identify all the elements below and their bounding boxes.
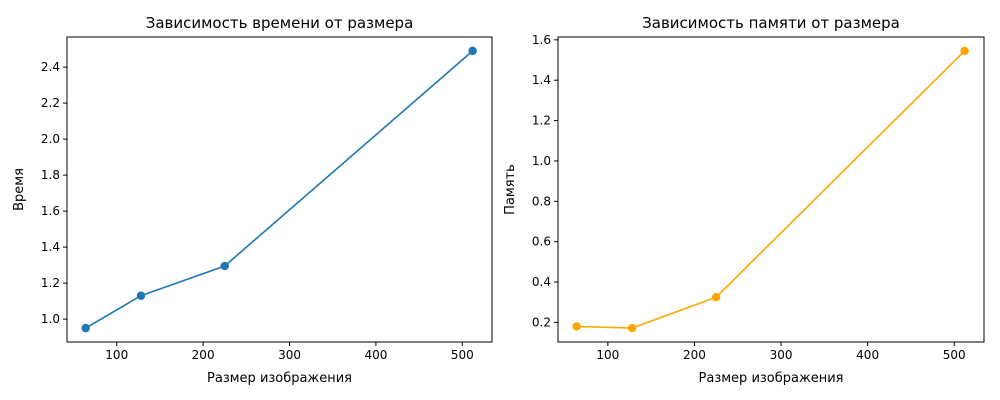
y-tick-label: 0.6: [532, 235, 551, 249]
x-tick-label: 300: [770, 348, 793, 362]
data-point: [711, 292, 721, 302]
chart-time-vs-size: Зависимость времени от размера Размер изо…: [12, 14, 493, 386]
y-tick-label: 1.6: [532, 33, 551, 47]
y-tick-label: 1.0: [41, 312, 60, 326]
y-tick-label: 2.2: [41, 96, 60, 110]
data-point: [136, 291, 146, 300]
y-axis-label: Память: [503, 164, 518, 215]
y-tick-label: 1.2: [41, 276, 60, 290]
x-tick-label: 100: [596, 348, 619, 362]
series-line: [85, 50, 474, 329]
data-point: [627, 323, 637, 333]
y-tick-label: 1.8: [41, 168, 60, 182]
y-tick-label: 0.4: [532, 275, 551, 289]
x-tick-label: 500: [451, 348, 474, 362]
data-point: [220, 261, 229, 271]
x-axis-label: Размер изображения: [699, 371, 844, 386]
y-tick-label: 0.8: [532, 194, 551, 208]
x-tick-label: 400: [856, 348, 879, 362]
y-tick-label: 1.4: [41, 240, 60, 254]
plot-frame: [557, 36, 985, 343]
y-tick-label: 1.0: [532, 154, 551, 168]
chart-title: Зависимость времени от размера: [146, 14, 414, 32]
x-tick-label: 200: [192, 348, 215, 362]
data-point: [572, 322, 581, 331]
chart-title: Зависимость памяти от размера: [642, 14, 900, 32]
x-tick-label: 300: [278, 348, 301, 362]
y-tick-label: 1.2: [532, 114, 551, 128]
y-tick-label: 1.4: [532, 73, 551, 87]
data-point: [468, 46, 477, 56]
y-tick-label: 0.2: [532, 315, 551, 329]
y-tick-label: 2.0: [41, 132, 60, 146]
data-point: [960, 46, 969, 56]
data-point: [81, 323, 90, 333]
x-tick-label: 200: [683, 348, 706, 362]
x-tick-label: 400: [364, 348, 387, 362]
y-tick-label: 1.6: [41, 204, 60, 218]
plot-frame: [66, 36, 493, 343]
x-tick-label: 100: [105, 348, 128, 362]
x-tick-label: 500: [943, 348, 966, 362]
chart-memory-vs-size: Зависимость памяти от размера Размер изоб…: [503, 14, 985, 386]
y-axis-label: Время: [12, 168, 27, 211]
y-tick-label: 2.4: [41, 60, 60, 74]
x-axis-label: Размер изображения: [207, 371, 352, 386]
series-line: [576, 50, 966, 329]
